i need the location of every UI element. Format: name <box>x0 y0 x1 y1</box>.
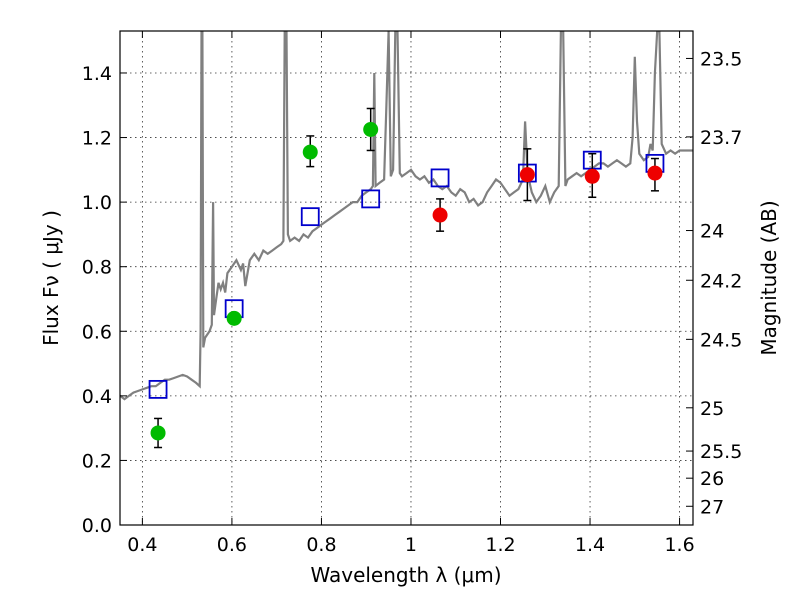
x-tick-label: 0.4 <box>127 534 157 556</box>
x-tick-label: 0.8 <box>306 534 336 556</box>
y-tick-label: 1.0 <box>82 192 112 214</box>
right-axis-title: Magnitude (AB) <box>757 200 781 355</box>
model-photometry-square <box>361 189 381 209</box>
y-tick-label: 0.8 <box>82 257 112 279</box>
green-data-point <box>226 310 242 326</box>
observed-photometry-points <box>150 107 663 449</box>
y-tick-label: 0.0 <box>82 515 112 537</box>
x-tick-label: 1.4 <box>575 534 605 556</box>
y-tick-label: 0.6 <box>82 321 112 343</box>
red-data-point <box>647 165 663 181</box>
model-photometry-square <box>430 168 450 188</box>
model-spectrum-line <box>120 31 693 401</box>
right-tick-label: 24 <box>700 221 724 243</box>
right-tick-label: 23.7 <box>700 127 742 149</box>
right-tick-label: 23.5 <box>700 48 742 70</box>
axis-ticks: 0.4 0.6 0.8 1 1.2 1.4 1.6 0.0 0.2 0.4 0.6 0.8 1.0 1.2… <box>82 31 742 556</box>
x-tick-label: 1 <box>405 534 417 556</box>
green-data-point <box>302 144 318 160</box>
x-tick-label: 0.6 <box>217 534 247 556</box>
model-photometry-square <box>148 379 168 399</box>
red-data-point <box>519 167 535 183</box>
right-tick-label: 24.2 <box>700 270 742 292</box>
y-tick-label: 0.4 <box>82 386 112 408</box>
right-tick-label: 25 <box>700 398 724 420</box>
x-tick-label: 1.2 <box>485 534 515 556</box>
right-tick-label: 27 <box>700 496 724 518</box>
y-axis-title: Flux Fν ( μJy ) <box>39 210 63 346</box>
x-tick-label: 1.6 <box>664 534 694 556</box>
right-tick-label: 24.5 <box>700 329 742 351</box>
model-photometry-square <box>300 207 320 227</box>
red-data-point <box>432 207 448 223</box>
grid <box>120 31 693 526</box>
right-tick-label: 26 <box>700 468 724 490</box>
y-tick-label: 0.2 <box>82 450 112 472</box>
plot-frame <box>119 30 694 526</box>
x-axis-title: Wavelength λ (μm) <box>310 563 501 587</box>
red-data-point <box>584 168 600 184</box>
green-data-point <box>363 121 379 137</box>
green-data-point <box>150 425 166 441</box>
y-tick-label: 1.4 <box>82 63 112 85</box>
right-tick-label: 25.5 <box>700 441 742 463</box>
y-tick-label: 1.2 <box>82 128 112 150</box>
